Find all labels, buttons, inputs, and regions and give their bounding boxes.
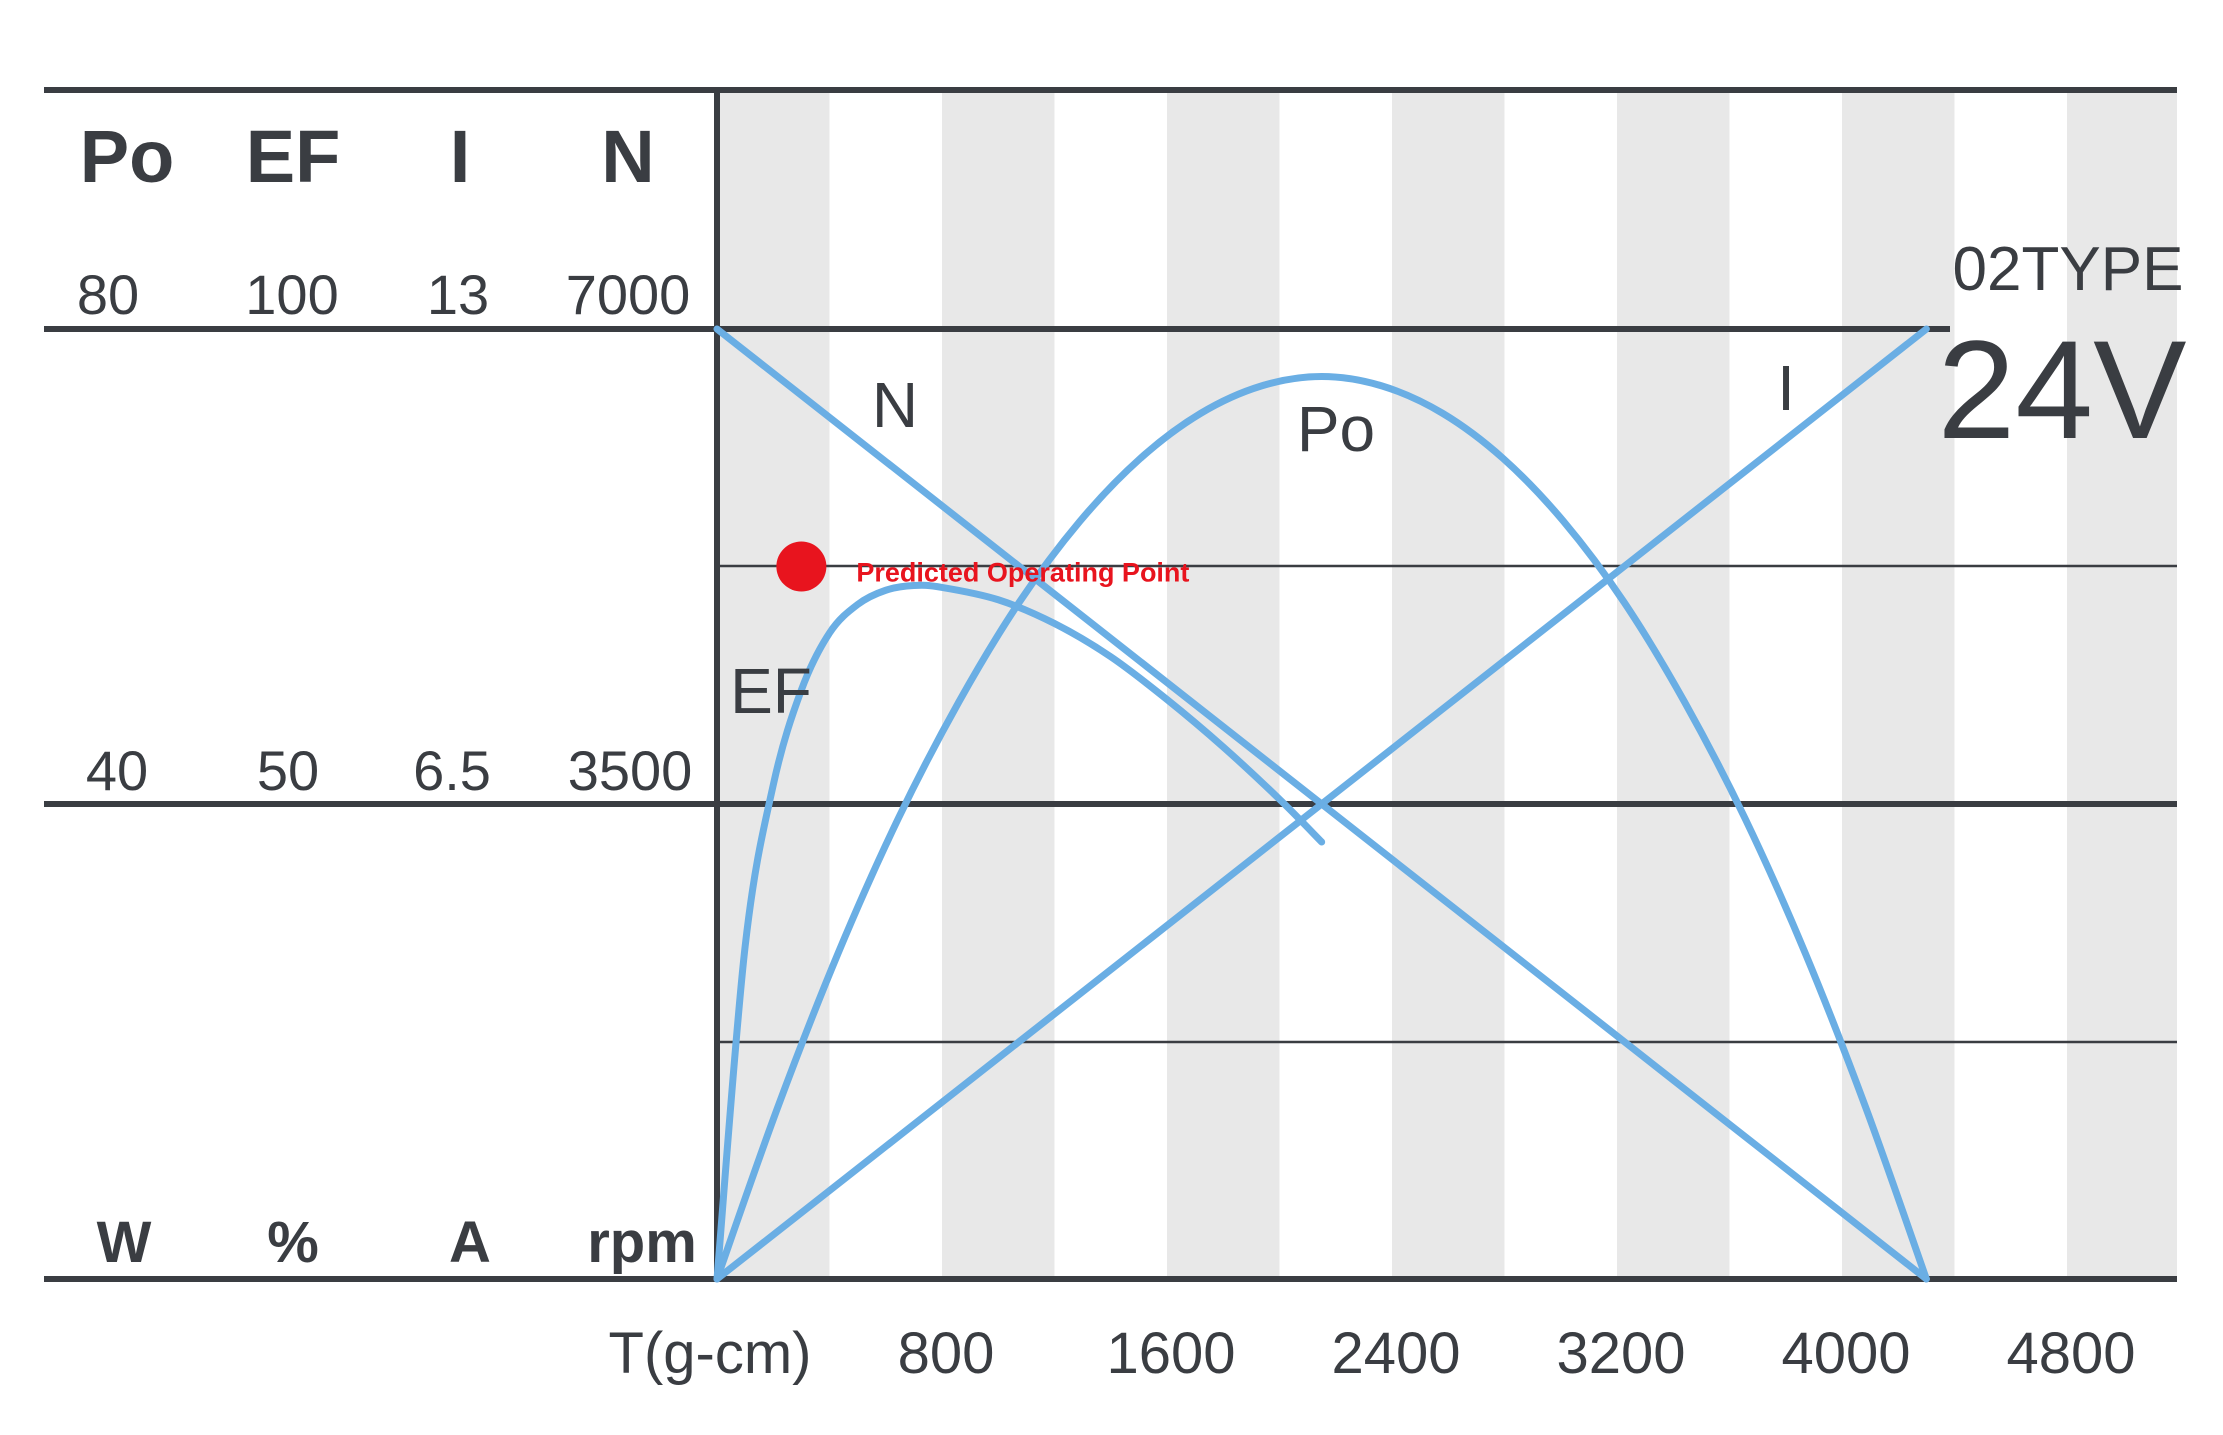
axis-header-po: Po xyxy=(80,115,175,198)
rpm-unit: rpm xyxy=(587,1210,697,1275)
operating-point-annotation: Predicted Operating Point xyxy=(776,541,1189,592)
x-axis-tick-labels: 800 1600 2400 3200 4000 4800 xyxy=(898,1321,2136,1386)
po-tick-max: 80 xyxy=(77,263,139,326)
po-unit: W xyxy=(97,1210,152,1275)
x-axis-label: T(g-cm) xyxy=(609,1321,812,1386)
shaded-band xyxy=(2067,90,2177,1279)
operating-point-marker xyxy=(776,541,827,592)
po-curve-label: Po xyxy=(1297,393,1375,465)
x-tick-label: 3200 xyxy=(1556,1321,1685,1386)
i-curve xyxy=(713,325,1930,1283)
shaded-band xyxy=(1167,90,1280,1279)
ef-curve-label: EF xyxy=(730,655,812,727)
x-tick-label: 4000 xyxy=(1781,1321,1910,1386)
voltage-label: 24V xyxy=(1937,311,2186,468)
n-curve-label: N xyxy=(872,369,918,441)
axis-header-n: N xyxy=(601,115,654,198)
po-curve xyxy=(713,372,1930,1283)
i-curve-label: I xyxy=(1777,352,1795,424)
grid-lines xyxy=(44,87,2177,1282)
i-tick-max: 13 xyxy=(427,263,489,326)
curves xyxy=(713,325,1930,1283)
n-tick-max: 7000 xyxy=(566,263,691,326)
ef-curve xyxy=(713,581,1326,1283)
axis-header-i: I xyxy=(450,115,471,198)
ef-tick-max: 100 xyxy=(245,263,338,326)
po-tick-mid: 40 xyxy=(86,739,148,802)
left-axis-table: Po EF I N 80 100 13 7000 40 50 6.5 3500 … xyxy=(77,115,697,1275)
operating-point-label: Predicted Operating Point xyxy=(856,558,1189,588)
i-tick-mid: 6.5 xyxy=(413,739,491,802)
axis-header-ef: EF xyxy=(246,115,341,198)
shaded-band xyxy=(1842,90,1955,1279)
x-tick-label: 4800 xyxy=(2006,1321,2135,1386)
x-tick-label: 2400 xyxy=(1331,1321,1460,1386)
ef-tick-mid: 50 xyxy=(257,739,319,802)
x-tick-label: 1600 xyxy=(1106,1321,1235,1386)
i-unit: A xyxy=(449,1210,491,1275)
model-type-label: 02TYPE xyxy=(1953,235,2184,304)
shaded-band xyxy=(1392,90,1505,1279)
n-tick-mid: 3500 xyxy=(568,739,693,802)
x-tick-label: 800 xyxy=(898,1321,995,1386)
ef-unit: % xyxy=(267,1210,319,1275)
shaded-band xyxy=(942,90,1055,1279)
